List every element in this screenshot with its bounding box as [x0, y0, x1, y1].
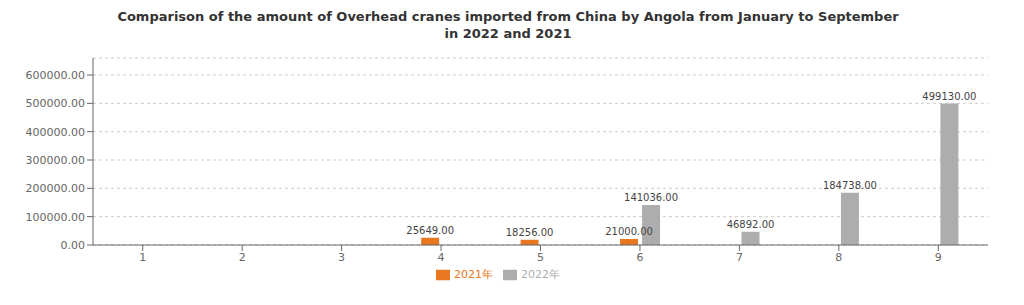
svg-text:5: 5	[537, 251, 544, 264]
svg-text:0.00: 0.00	[61, 239, 86, 252]
svg-text:600000.00: 600000.00	[26, 69, 86, 82]
html-text:2021年: 2021年	[454, 268, 493, 281]
svg-text:9: 9	[935, 251, 942, 264]
svg-text:7: 7	[736, 251, 743, 264]
svg-text:499130.00: 499130.00	[922, 91, 976, 102]
svg-text:18256.00: 18256.00	[506, 227, 554, 238]
svg-text:100000.00: 100000.00	[26, 211, 86, 224]
svg-text:46892.00: 46892.00	[727, 219, 775, 230]
svg-text:200000.00: 200000.00	[26, 182, 86, 195]
svg-text:6: 6	[636, 251, 643, 264]
html-text:2022年: 2022年	[521, 268, 560, 281]
svg-text:400000.00: 400000.00	[26, 126, 86, 139]
svg-text:25649.00: 25649.00	[406, 225, 454, 236]
svg-text:141036.00: 141036.00	[624, 192, 678, 203]
svg-text:4: 4	[438, 251, 445, 264]
svg-text:300000.00: 300000.00	[26, 154, 86, 167]
svg-text:21000.00: 21000.00	[605, 226, 653, 237]
svg-text:2: 2	[239, 251, 246, 264]
svg-text:3: 3	[338, 251, 345, 264]
svg-text:8: 8	[835, 251, 842, 264]
svg-text:500000.00: 500000.00	[26, 97, 86, 110]
svg-text:184738.00: 184738.00	[823, 180, 877, 191]
svg-text:1: 1	[139, 251, 146, 264]
html-text:Comparison of the amount of Ov: Comparison of the amount of Overhead cra…	[117, 9, 899, 41]
